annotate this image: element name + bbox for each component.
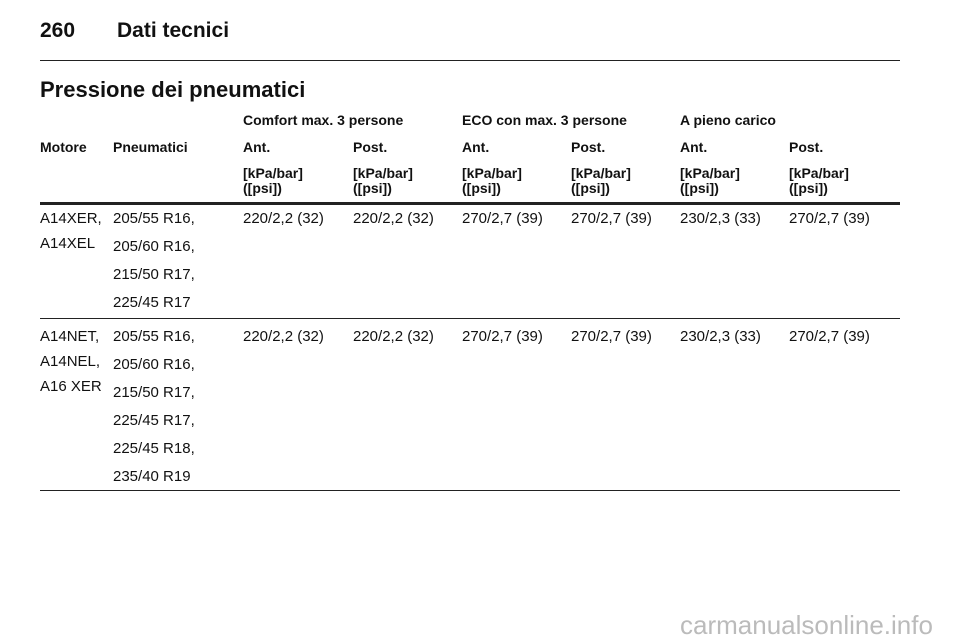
unit-header: ([psi])	[462, 180, 501, 196]
unit-header: ([psi])	[680, 180, 719, 196]
tyre: 235/40 R19	[113, 468, 191, 485]
column-header: Post.	[353, 139, 388, 155]
row-rule	[40, 318, 900, 319]
title: Pressione dei pneumatici	[40, 77, 306, 102]
section-title: Dati tecnici	[117, 19, 230, 42]
unit-header: [kPa/bar]	[243, 165, 303, 181]
tyre: 225/45 R17,	[113, 412, 195, 429]
column-header: Ant.	[680, 139, 708, 155]
column-header: Post.	[789, 139, 824, 155]
engine: A14NET,	[40, 328, 100, 345]
pressure: 270/2,7 (39)	[571, 210, 652, 227]
tyre: 205/55 R16,	[113, 328, 195, 345]
unit-header: [kPa/bar]	[789, 165, 849, 181]
pressure: 220/2,2 (32)	[243, 210, 324, 227]
unit-header: ([psi])	[571, 180, 610, 196]
engine: A14XER,	[40, 210, 102, 227]
column-header: Ant.	[243, 139, 271, 155]
group-header: ECO con max. 3 persone	[462, 112, 627, 128]
pressure: 230/2,3 (33)	[680, 328, 761, 345]
pressure: 220/2,2 (32)	[353, 210, 434, 227]
column-header: Post.	[571, 139, 606, 155]
pressure: 270/2,7 (39)	[789, 210, 870, 227]
tyre: 215/50 R17,	[113, 384, 195, 401]
pressure: 270/2,7 (39)	[462, 328, 543, 345]
column-header: Pneumatici	[113, 139, 188, 155]
pressure: 270/2,7 (39)	[571, 328, 652, 345]
column-header: Ant.	[462, 139, 490, 155]
tyre: 205/55 R16,	[113, 210, 195, 227]
row-rule	[40, 490, 900, 491]
header-rule	[40, 60, 900, 61]
unit-header: [kPa/bar]	[353, 165, 413, 181]
pressure: 270/2,7 (39)	[789, 328, 870, 345]
engine: A14XEL	[40, 235, 96, 252]
tyre: 205/60 R16,	[113, 356, 195, 373]
unit-header: [kPa/bar]	[462, 165, 522, 181]
unit-header: ([psi])	[353, 180, 392, 196]
column-header: Motore	[40, 139, 87, 155]
unit-header: ([psi])	[243, 180, 282, 196]
table-head-rule	[40, 202, 900, 205]
group-header: A pieno carico	[680, 112, 776, 128]
tyre: 205/60 R16,	[113, 238, 195, 255]
tyre: 225/45 R17	[113, 294, 191, 311]
pressure: 220/2,2 (32)	[353, 328, 434, 345]
pressure: 270/2,7 (39)	[462, 210, 543, 227]
group-header: Comfort max. 3 persone	[243, 112, 404, 128]
tyre: 225/45 R18,	[113, 440, 195, 457]
engine: A14NEL,	[40, 353, 101, 370]
engine: A16 XER	[40, 378, 102, 395]
unit-header: ([psi])	[789, 180, 828, 196]
watermark: carmanualsonline.info	[680, 610, 933, 640]
pressure: 220/2,2 (32)	[243, 328, 324, 345]
tyre: 215/50 R17,	[113, 266, 195, 283]
pressure: 230/2,3 (33)	[680, 210, 761, 227]
unit-header: [kPa/bar]	[680, 165, 740, 181]
page-number: 260	[40, 19, 76, 42]
unit-header: [kPa/bar]	[571, 165, 631, 181]
